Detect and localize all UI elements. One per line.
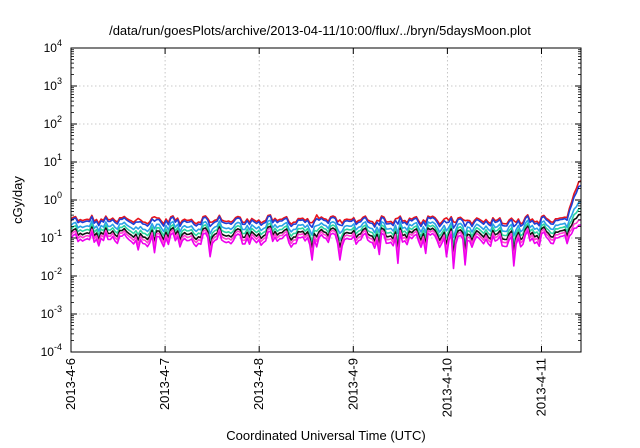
series-group — [70, 180, 582, 270]
y-tick-label: 10-1 — [41, 228, 62, 245]
series-line — [70, 180, 582, 226]
series-line — [70, 207, 582, 247]
chart-title: /data/run/goesPlots/archive/2013-04-11/1… — [109, 23, 531, 38]
y-tick-label: 104 — [44, 38, 62, 55]
x-axis-label: Coordinated Universal Time (UTC) — [226, 428, 425, 443]
x-tick-label: 2013-4-8 — [251, 358, 266, 410]
y-tick-label: 103 — [44, 76, 62, 93]
x-tick-label: 2013-4-9 — [345, 358, 360, 410]
x-tick-label: 2013-4-11 — [533, 358, 548, 416]
y-axis-label: cGy/day — [10, 176, 25, 224]
y-tick-label: 10-2 — [41, 266, 62, 283]
y-tick-label: 100 — [44, 190, 62, 207]
x-tick-group: 2013-4-6 2013-4-7 2013-4-8 2013-4-9 2013-4-1… — [63, 48, 548, 417]
series-line — [70, 184, 582, 229]
y-tick-label: 102 — [44, 114, 62, 131]
x-tick-label: 2013-4-7 — [157, 358, 172, 410]
y-tick-label: 10-4 — [41, 342, 62, 359]
series-line — [70, 224, 582, 270]
x-tick-label: 2013-4-10 — [439, 358, 454, 417]
y-tick-group: 10-4 10-3 10-2 10-1 100 101 102 103 104 — [41, 38, 581, 359]
y-tick-label: 101 — [44, 152, 62, 169]
grid — [71, 48, 581, 352]
x-tick-label: 2013-4-6 — [63, 358, 78, 410]
y-tick-label: 10-3 — [41, 304, 62, 321]
series-line — [70, 200, 582, 239]
